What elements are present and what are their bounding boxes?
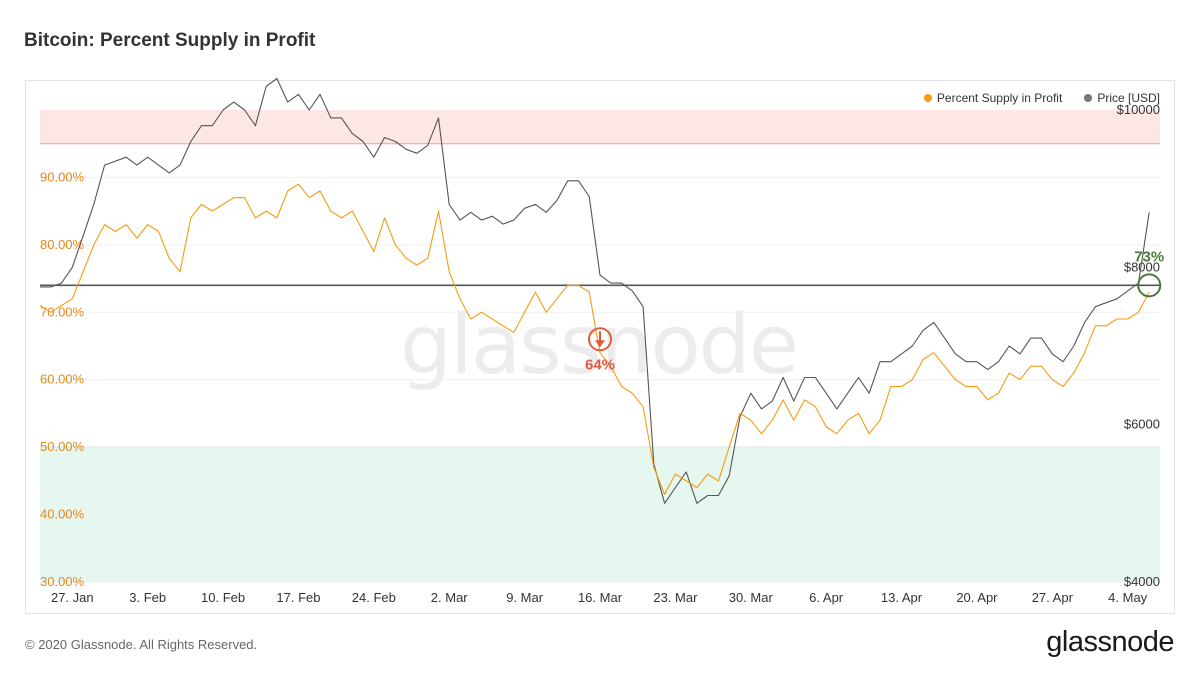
series-line-price (40, 77, 1150, 504)
x-tick-label: 9. Mar (506, 590, 544, 605)
left-tick-label: 40.00% (40, 507, 85, 522)
annotation-marker (1137, 273, 1162, 298)
left-tick-label: 60.00% (40, 372, 85, 387)
left-tick-label: 70.00% (40, 304, 85, 319)
x-tick-label: 10. Feb (201, 590, 245, 605)
legend-dot-price (1084, 94, 1093, 102)
legend-dot-supply (923, 94, 932, 102)
legend-item-supply[interactable]: Percent Supply in Profit (923, 91, 1063, 105)
x-tick-label: 17. Feb (276, 590, 320, 605)
annotation-arrow-head (595, 340, 605, 348)
legend-item-price[interactable]: Price [USD] (1084, 91, 1160, 105)
left-tick-label: 80.00% (40, 237, 85, 252)
x-tick-label: 23. Mar (653, 590, 698, 605)
x-tick-label: 24. Feb (352, 590, 396, 605)
x-tick-label: 20. Apr (956, 590, 998, 605)
left-tick-label: 90.00% (40, 169, 85, 184)
right-tick-label: $4000 (1124, 574, 1160, 589)
copyright-text: © 2020 Glassnode. All Rights Reserved. (25, 637, 258, 652)
legend-label-price: Price [USD] (1097, 91, 1160, 105)
x-tick-label: 6. Apr (809, 590, 844, 605)
left-tick-label: 50.00% (40, 439, 85, 454)
x-tick-label: 27. Apr (1032, 590, 1074, 605)
brand-logo: glassnode (1046, 626, 1174, 658)
x-tick-label: 3. Feb (129, 590, 166, 605)
left-tick-label: 30.00% (40, 574, 85, 589)
x-tick-label: 27. Jan (51, 590, 94, 605)
right-tick-label: $8000 (1124, 259, 1160, 274)
x-tick-label: 4. May (1108, 590, 1148, 605)
series-line-supply (39, 183, 1150, 495)
x-tick-label: 30. Mar (729, 590, 774, 605)
right-tick-label: $6000 (1124, 417, 1160, 432)
x-tick-label: 16. Mar (578, 590, 623, 605)
legend-label-supply: Percent Supply in Profit (936, 91, 1063, 105)
right-tick-label: $10000 (1117, 102, 1160, 117)
x-tick-label: 13. Apr (881, 590, 923, 605)
annotation-label: 64% (585, 356, 615, 373)
chart-title: Bitcoin: Percent Supply in Profit (24, 30, 316, 51)
band-upper (40, 110, 1160, 144)
legend: Percent Supply in Profit Price [USD] (923, 91, 1160, 105)
chart-panel (25, 80, 1175, 614)
annotation-marker (588, 327, 612, 352)
x-tick-label: 2. Mar (431, 590, 469, 605)
annotation-label: 73% (1134, 248, 1164, 265)
